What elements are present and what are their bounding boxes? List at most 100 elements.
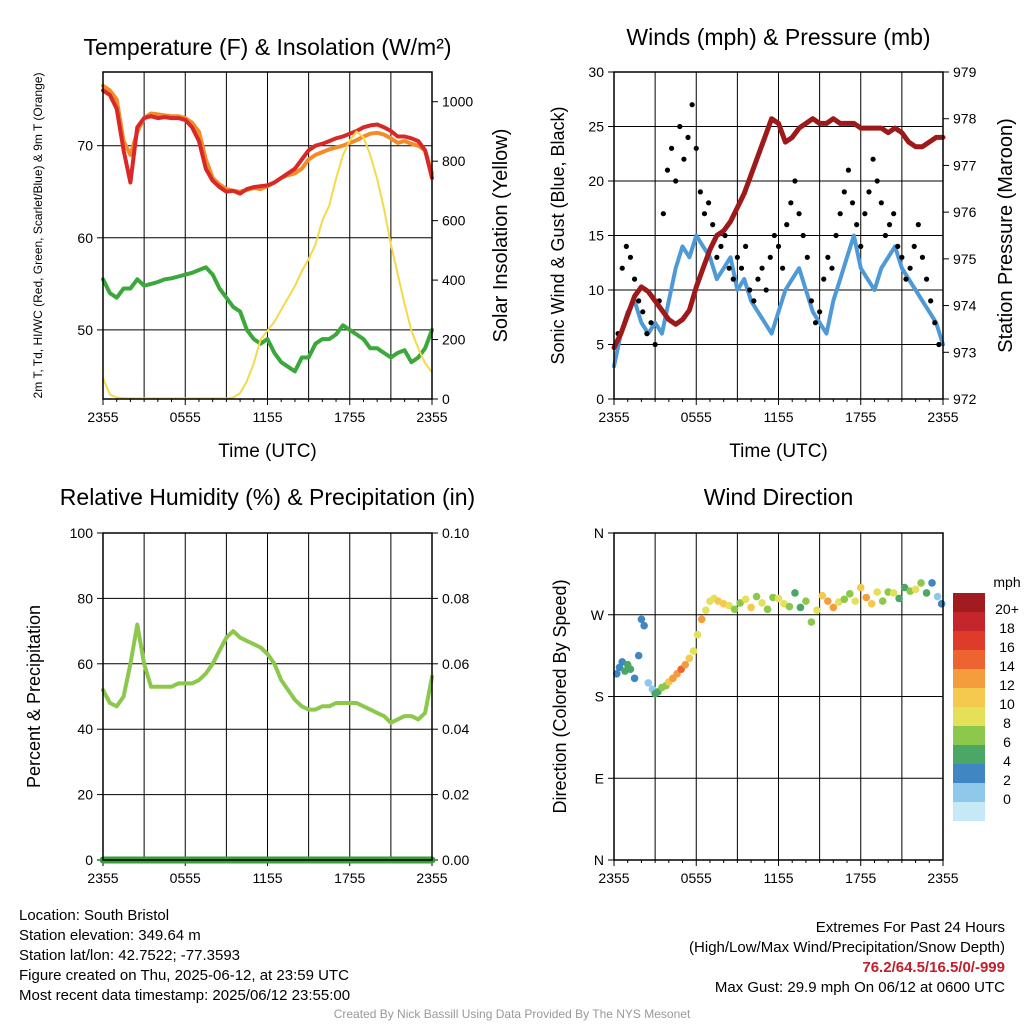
y-tick-label: W [591,607,605,623]
direction-point [829,603,838,612]
direction-point [736,599,744,607]
gust-point [891,211,897,217]
direction-point [689,647,698,655]
gust-point [751,298,757,304]
x-axis-label: Time (UTC) [729,441,828,462]
y-tick-label: 15 [588,228,604,244]
gust-point [792,178,798,184]
colorbar-swatch [953,650,985,669]
y-right-tick-label: 600 [442,213,466,229]
x-tick-label: 1755 [845,870,876,886]
colorbar-swatch [953,802,985,821]
colorbar-swatch [953,631,985,650]
gust-point [771,232,777,239]
x-tick-label: 1155 [252,870,282,886]
colorbar-swatch [953,707,985,726]
colorbar-label: 6 [1003,734,1011,750]
y-right-axis-label: Solar Insolation (Yellow) [490,129,512,343]
gust-point [636,298,642,304]
y-axis-label: 2m T, Td, HI/WC (Red, Green, Scarlet/Blu… [31,73,45,399]
gust-point [697,189,703,195]
colorbar-label: 16 [999,639,1015,655]
y-right-tick-label: 973 [953,344,977,360]
direction-point [813,606,821,615]
colorbar-label: 14 [999,658,1015,674]
gust-point [882,232,889,239]
y-right-tick-label: 974 [953,298,977,314]
gust-point [915,222,921,228]
direction-point [796,603,805,612]
colorbar-label: 10 [999,696,1015,712]
gust-point [870,156,876,162]
x-tick-label: 0555 [681,870,712,886]
x-tick-label: 1155 [252,409,282,425]
gust-point [652,341,658,348]
direction-point [895,594,903,603]
gust-point [648,320,654,326]
gust-point [644,331,650,337]
gust-point [928,298,934,304]
y-tick-label: 5 [596,337,604,353]
series-line-1 [612,233,945,369]
station-info: Location: South Bristol Station elevatio… [19,906,350,1006]
y-right-tick-label: 978 [953,111,977,127]
chart-panel-3: 2355 0555 1155 1755 2355 0 20 40 60 80 100 0.00 0.02… [24,484,475,886]
gust-point [738,265,745,271]
credit-line: Created By Nick Bassill Using Data Provi… [333,1007,691,1021]
gust-point [631,276,638,282]
gust-point [722,232,728,239]
gust-point [854,222,860,228]
y-tick-label: 60 [77,656,93,672]
chart-title: Wind Direction [704,484,854,510]
x-tick-label: 1155 [763,409,793,425]
gust-point [726,265,732,271]
direction-point [763,605,772,614]
chart-title: Relative Humidity (%) & Precipitation (i… [60,484,475,510]
gust-point [619,265,625,271]
figure-created: Figure created on Thu, 2025-06-12, at 23… [19,967,349,984]
direction-point [640,621,648,630]
gust-point [895,243,901,249]
x-tick-label: 2355 [598,409,629,425]
colorbar-label: 8 [1003,715,1011,731]
direction-point [612,669,621,678]
y-tick-label: 10 [588,282,604,298]
x-tick-label: 0555 [170,409,201,425]
direction-point [752,592,761,601]
colorbar-label: 2 [1003,772,1011,788]
y-tick-label: N [594,852,604,868]
gust-point [833,232,839,239]
y-axis-label: Percent & Precipitation [24,605,44,788]
direction-point [644,679,653,687]
y-axis-label: Sonic Wind & Gust (Blue, Black) [548,106,568,364]
gust-point [936,341,942,348]
y-right-tick-label: 976 [953,204,977,220]
colorbar-swatch [953,745,985,764]
gust-point [808,298,815,304]
gust-point [849,200,856,206]
direction-point [840,595,849,604]
gust-point [743,243,749,249]
extremes-panel: Extremes For Past 24 Hours (High/Low/Max… [689,918,1005,998]
gust-point [689,102,695,108]
gust-point [886,222,893,228]
max-gust: Max Gust: 29.9 mph On 06/12 at 0600 UTC [714,979,1005,996]
colorbar-swatch [953,783,985,802]
y-right-tick-label: 1000 [442,94,473,110]
y-right-tick-label: 0.04 [442,721,469,737]
colorbar-swatch [953,593,985,612]
y-right-tick-label: 0.08 [442,590,469,606]
direction-point [911,585,920,594]
series-line-3 [101,265,434,374]
direction-point [637,615,646,624]
x-tick-label: 1755 [334,870,365,886]
extremes-title: Extremes For Past 24 Hours [815,919,1005,936]
gust-point [878,200,884,206]
direction-point [693,630,702,639]
direction-point [702,606,710,615]
direction-point [900,583,909,592]
colorbar-title: mph [993,574,1020,590]
direction-point [697,615,706,624]
x-tick-label: 2355 [416,870,447,886]
y-right-tick-label: 0.02 [442,787,469,803]
